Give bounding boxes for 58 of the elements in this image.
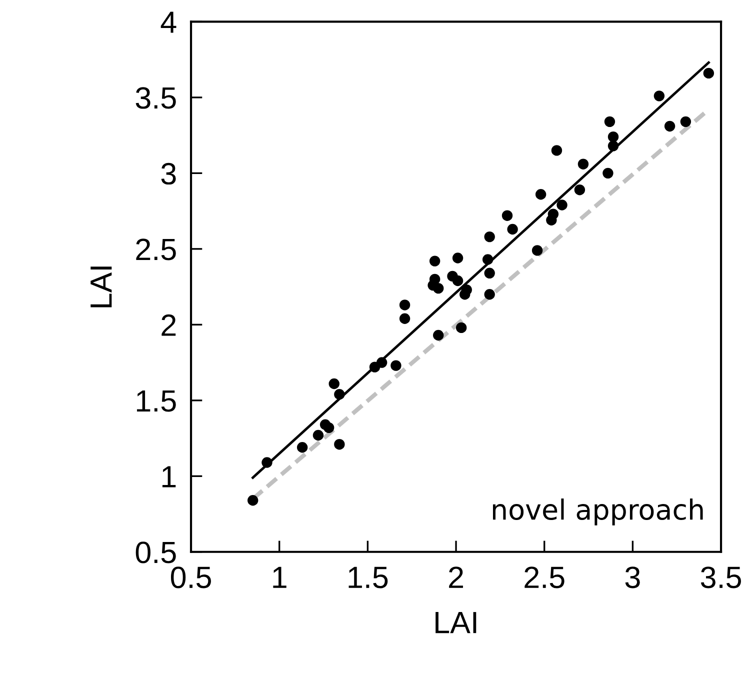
point: [262, 457, 272, 468]
point: [456, 322, 467, 334]
point: [703, 68, 714, 79]
point: [548, 208, 559, 220]
point: [376, 357, 388, 368]
point: [482, 254, 494, 265]
point: [484, 268, 495, 279]
point: [602, 168, 614, 179]
point: [452, 275, 464, 286]
point: [484, 231, 495, 242]
point: [312, 430, 324, 441]
point: [507, 224, 518, 235]
point: [369, 362, 380, 372]
y-tick-label: 3.5: [136, 87, 176, 109]
point: [452, 252, 464, 264]
point: [484, 289, 495, 300]
y-tick-label: 0.5: [136, 542, 176, 564]
x-tick-label: 3: [625, 566, 640, 588]
point: [608, 131, 619, 142]
point: [433, 330, 444, 341]
y-tick-label: 1: [162, 466, 176, 488]
point: [247, 495, 258, 506]
point: [578, 158, 589, 170]
y-axis-title: LAI: [90, 266, 112, 308]
point: [535, 189, 546, 200]
point: [574, 184, 586, 196]
point: [334, 438, 345, 450]
point: [604, 116, 616, 128]
point: [328, 378, 340, 390]
y-tick-label: 2: [162, 314, 176, 336]
point: [551, 145, 562, 156]
x-tick-label: 3.5: [700, 566, 741, 588]
annotation: novel approach: [492, 498, 703, 526]
point: [429, 256, 440, 266]
y-tick-label: 4: [160, 12, 176, 33]
point: [664, 120, 676, 132]
y-tick-label: 1.5: [136, 390, 176, 412]
y-tick-label: 2.5: [136, 238, 176, 260]
point: [433, 282, 444, 294]
point: [399, 300, 410, 310]
x-tick-label: 1.5: [348, 566, 388, 588]
point: [532, 245, 543, 256]
point: [654, 90, 665, 102]
point: [502, 210, 513, 221]
point: [390, 360, 402, 371]
point: [556, 200, 568, 210]
x-tick-label: 2.5: [524, 566, 564, 588]
point: [323, 422, 334, 434]
point: [680, 116, 692, 128]
point: [608, 140, 619, 152]
x-tick-label: 2: [449, 566, 463, 588]
point: [460, 289, 470, 300]
point: [399, 313, 410, 324]
x-axis-title: LAI: [436, 612, 476, 634]
y-tick-label: 3: [161, 162, 176, 185]
point: [334, 388, 345, 400]
point: [296, 442, 308, 453]
x-tick-label: 1: [273, 566, 286, 588]
